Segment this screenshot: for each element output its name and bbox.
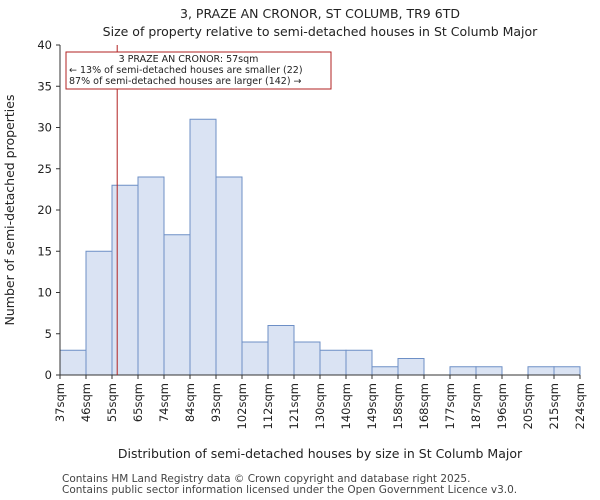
bar-37sqm bbox=[59, 349, 87, 376]
x-axis-label: Distribution of semi-detached houses by … bbox=[118, 446, 523, 461]
annotation-line-3: 87% of semi-detached houses are larger (… bbox=[69, 76, 302, 87]
bar-46sqm bbox=[85, 250, 113, 376]
bar-84sqm bbox=[189, 118, 217, 376]
bar-74sqm bbox=[163, 234, 191, 376]
x-tick-label-121sqm: 121sqm bbox=[287, 383, 301, 429]
x-tick-label-37sqm: 37sqm bbox=[53, 383, 67, 422]
y-tick-label-0: 0 bbox=[45, 368, 52, 382]
axes-group: 0 5 10 15 20 25 30 35 40 37sqm 46sqm 55sqm 65sqm 74sq… bbox=[37, 38, 587, 429]
bar-121sqm bbox=[293, 341, 321, 376]
x-tick-label-74sqm: 74sqm bbox=[157, 383, 171, 422]
y-tick-label-25: 25 bbox=[37, 162, 52, 176]
bar-215sqm bbox=[553, 366, 581, 376]
footer-line-2: Contains public sector information licen… bbox=[62, 484, 518, 496]
bar-93sqm bbox=[215, 176, 243, 376]
annotation-line-2: ← 13% of semi-detached houses are smalle… bbox=[69, 65, 303, 76]
y-axis-label: Number of semi-detached properties bbox=[2, 95, 17, 326]
bar-205sqm bbox=[527, 366, 555, 376]
footer-line-1: Contains HM Land Registry data © Crown c… bbox=[62, 473, 471, 485]
chart-title: 3, PRAZE AN CRONOR, ST COLUMB, TR9 6TD bbox=[180, 6, 460, 21]
x-tick-label-102sqm: 102sqm bbox=[235, 383, 249, 429]
annotation-line-1: 3 PRAZE AN CRONOR: 57sqm bbox=[119, 54, 259, 65]
y-tick-label-5: 5 bbox=[45, 327, 52, 341]
y-tick-label-40: 40 bbox=[37, 38, 52, 52]
x-tick-label-224sqm: 224sqm bbox=[573, 383, 587, 429]
annotation-box bbox=[65, 51, 332, 90]
x-tick-label-65sqm: 65sqm bbox=[131, 383, 145, 422]
bar-187sqm bbox=[475, 366, 503, 376]
bar-65sqm bbox=[137, 176, 165, 376]
y-tick-label-35: 35 bbox=[37, 79, 52, 93]
bar-55sqm bbox=[111, 184, 139, 376]
x-tick-label-158sqm: 158sqm bbox=[391, 383, 405, 429]
bars-group bbox=[59, 118, 581, 376]
x-tick-label-196sqm: 196sqm bbox=[495, 383, 509, 429]
x-tick-label-46sqm: 46sqm bbox=[79, 383, 93, 422]
property-marker-group: 3 PRAZE AN CRONOR: 57sqm← 13% of semi-de… bbox=[65, 45, 332, 375]
x-tick-label-140sqm: 140sqm bbox=[339, 383, 353, 429]
y-tick-label-30: 30 bbox=[37, 121, 52, 135]
chart-subtitle: Size of property relative to semi-detach… bbox=[103, 24, 539, 39]
bar-102sqm bbox=[241, 341, 269, 376]
y-tick-label-10: 10 bbox=[37, 286, 52, 300]
y-tick-label-20: 20 bbox=[37, 203, 52, 217]
x-tick-label-84sqm: 84sqm bbox=[183, 383, 197, 422]
x-tick-label-168sqm: 168sqm bbox=[417, 383, 431, 429]
x-tick-label-130sqm: 130sqm bbox=[313, 383, 327, 429]
bar-112sqm bbox=[267, 325, 295, 376]
bar-177sqm bbox=[449, 366, 477, 376]
x-tick-label-205sqm: 205sqm bbox=[521, 383, 535, 429]
x-tick-label-215sqm: 215sqm bbox=[547, 383, 561, 429]
bar-158sqm bbox=[397, 358, 425, 376]
x-tick-label-149sqm: 149sqm bbox=[365, 383, 379, 429]
bar-149sqm bbox=[371, 366, 399, 376]
bar-140sqm bbox=[345, 349, 373, 376]
x-tick-label-112sqm: 112sqm bbox=[261, 383, 275, 429]
bar-130sqm bbox=[319, 349, 347, 376]
y-tick-label-15: 15 bbox=[37, 244, 52, 258]
x-tick-label-55sqm: 55sqm bbox=[105, 383, 119, 422]
x-tick-label-177sqm: 177sqm bbox=[443, 383, 457, 429]
x-tick-label-93sqm: 93sqm bbox=[209, 383, 223, 422]
x-tick-label-187sqm: 187sqm bbox=[469, 383, 483, 429]
